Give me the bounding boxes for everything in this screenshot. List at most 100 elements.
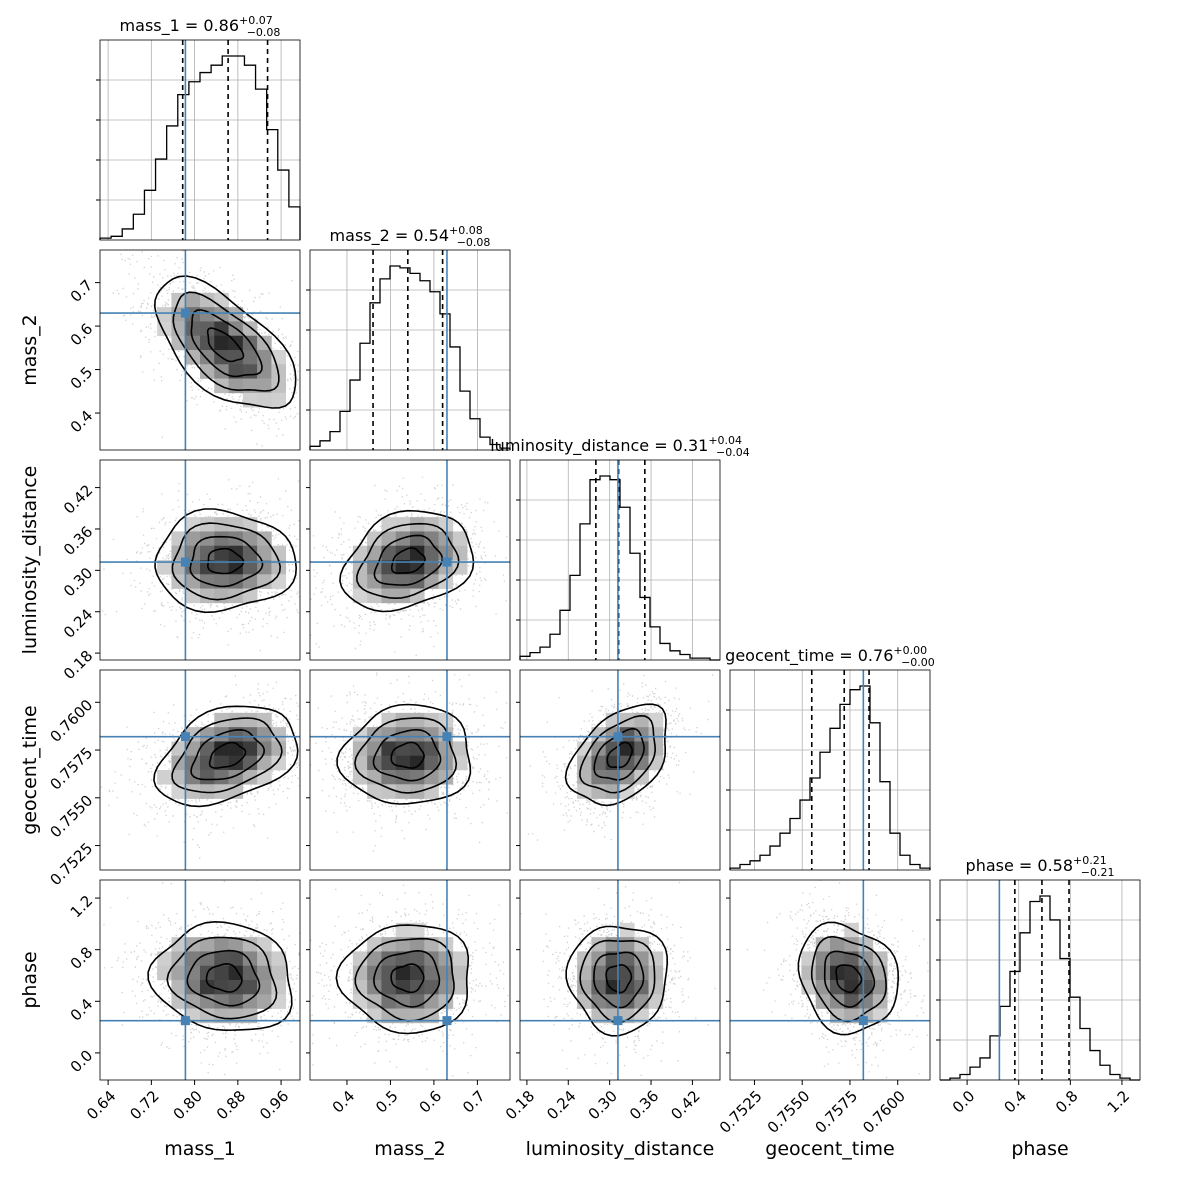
density-cell [200,937,215,952]
density-cell [228,560,244,575]
panel-frame [99,459,301,661]
hist-panel-luminosity_distance: luminosity_distance = 0.31+0.04 −0.04 [490,434,750,661]
density-cell [620,937,635,952]
density-cell [452,980,468,995]
density-cell [200,770,215,785]
density-cell [605,994,621,1009]
density-cell [605,770,621,785]
density-cell [634,965,649,981]
density-cell [271,574,287,589]
density-cell [452,951,468,967]
x-tick-label: 0.72 [126,1087,162,1123]
panel-content [100,250,300,450]
y-tick-label: 0.7525 [47,839,97,889]
y-tick-label: 1.2 [67,892,97,922]
density-cell [395,965,411,981]
panel-content [310,880,510,1080]
density-cell [395,994,411,1009]
contour-level-1 [373,534,444,586]
density-cell [410,770,425,785]
title-upper-error: +0.21 [1073,854,1107,867]
density-cell [410,755,425,771]
density-cell [257,712,272,728]
density-cell [424,727,439,742]
contour-level-0 [205,962,243,993]
x-tick-label: 0.64 [83,1087,119,1123]
x-tick-label: 0.4 [329,1087,359,1117]
density-cell [171,321,187,337]
density-panel-phase-vs-mass_2 [309,879,511,1081]
density-cell [438,574,454,589]
title-lower-error: −0.00 [901,656,935,669]
y-tick-label: 0.18 [60,647,96,683]
density-cell [271,965,287,981]
density-cell [381,770,397,785]
density-cell [424,531,439,547]
density-cell [171,770,187,785]
y-tick-label: 0.30 [60,564,96,600]
title-lower-error: −0.08 [457,236,491,249]
density-cell [185,770,201,785]
density-cell [424,545,439,561]
density-cell [395,712,411,728]
density-cell [271,378,287,394]
x-tick-label: 0.6 [416,1087,446,1117]
density-cell [257,574,272,589]
density-cell [157,560,172,575]
contour-level-1 [190,728,266,781]
panel-frame [309,249,511,451]
density-panel-phase-vs-geocent_time [729,879,931,1081]
density-cell [200,994,215,1009]
density-cell [228,307,244,322]
density-cell [271,545,287,561]
density-cell [242,755,258,771]
density-cell [228,712,244,728]
title-upper-error: +0.04 [708,434,742,447]
density-cell [367,574,382,589]
density-cell [214,741,229,757]
contour-level-0 [390,547,426,574]
density-cell [242,994,258,1009]
density-cell [171,994,187,1009]
density-cell [200,784,215,799]
density-cell [257,994,272,1009]
density-cell [395,574,411,589]
density-cell [242,712,258,728]
contour-level-3 [797,921,900,1036]
contour-level-3 [336,703,472,805]
density-cell [257,392,272,408]
x-tick-label: 1.2 [1104,1087,1134,1117]
density-cell [185,741,201,757]
density-cell [858,951,874,967]
density-cell [200,588,215,604]
contour-level-0 [606,741,634,769]
density-cell [620,1008,635,1024]
panel-frame [519,669,721,871]
density-cell [171,937,187,952]
density-cell [185,965,201,981]
density-cell [844,922,859,938]
density-cell [185,292,201,308]
contour-level-0 [390,963,425,994]
contour-level-2 [172,291,280,392]
panel-title-geocent_time: geocent_time = 0.76+0.00 −0.00 [725,644,935,669]
density-cell [381,588,397,604]
title-lower-error: −0.21 [1081,866,1115,879]
x-tick-label: 0.4 [1000,1087,1030,1117]
contour-level-1 [186,949,261,1007]
density-cell [242,531,258,547]
density-cell [410,545,425,561]
density-cell [271,560,287,575]
density-cell [424,994,439,1009]
contour-level-0 [390,741,425,769]
density-cell [200,545,215,561]
truth-marker [180,308,190,318]
x-tick-label: 0.7 [459,1087,489,1117]
truth-marker [180,1016,190,1026]
density-cell [634,937,649,952]
truth-marker [613,732,623,742]
density-cell [381,784,397,799]
density-cell [242,951,258,967]
density-cell [452,560,468,575]
